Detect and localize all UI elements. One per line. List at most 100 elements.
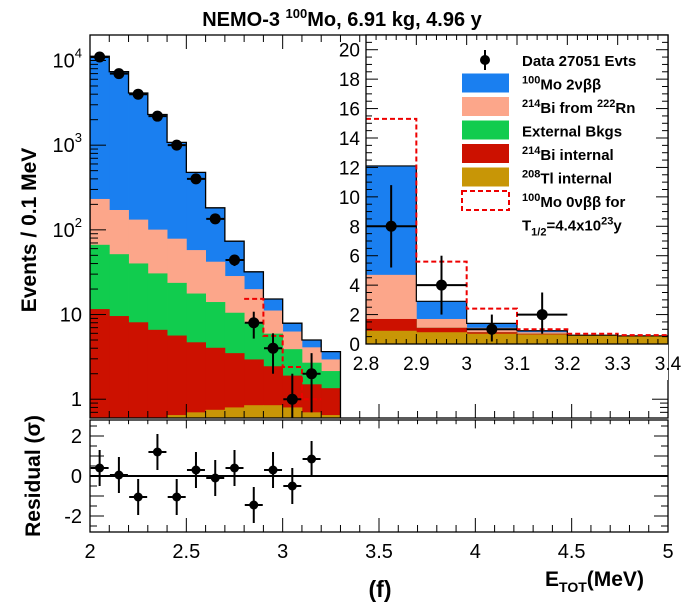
residual-point — [249, 500, 259, 510]
inset-y-tick-label: 14 — [339, 129, 361, 150]
inset-y-tick-label: 6 — [349, 247, 360, 268]
bar-tl208_int — [224, 407, 245, 418]
legend-swatch-bi214_rn — [462, 97, 509, 116]
inset-data-point — [486, 323, 498, 335]
data-point — [151, 110, 163, 122]
legend: Data 27051 Evts 100Mo 2νββ 214Bi from 222R… — [461, 50, 636, 239]
x-tick-label: 2 — [84, 541, 95, 563]
inset-x-tick-label: 3.2 — [554, 354, 580, 375]
legend-label-mo2nu: 100Mo 2νββ — [522, 75, 601, 94]
bar-bi214_int — [205, 347, 226, 418]
x-tick-label: 3.5 — [365, 541, 393, 563]
bar-bi214_int — [147, 329, 168, 418]
mo0nu-step — [244, 297, 322, 401]
legend-label-bi214_rn: 214Bi from 222Rn — [522, 98, 635, 117]
data-point — [286, 393, 298, 405]
bar-bi214_int — [263, 366, 284, 418]
residual-y-axis-label: Residual (σ) — [22, 415, 45, 537]
inset-y-tick-label: 18 — [339, 70, 360, 91]
legend-swatch-mo2nu — [462, 73, 509, 93]
inset-bar-tl208_int — [416, 332, 468, 344]
data-point — [171, 139, 183, 151]
total-outline — [90, 55, 342, 418]
inset-data-point — [385, 220, 397, 232]
bar-bi214_int — [167, 335, 187, 418]
residual-point — [191, 465, 201, 475]
inset-mo0nu-step — [366, 117, 668, 337]
data-point — [94, 51, 106, 63]
bar-bi214_int — [186, 342, 206, 418]
x-tick-label: 2.5 — [172, 541, 200, 563]
legend-label-mo0nu: 100Mo 0νββ for — [522, 192, 626, 211]
residual-y-tick-label: 2 — [71, 426, 82, 448]
inset-bar-tl208_int — [517, 334, 568, 344]
x-tick-label: 4.5 — [558, 541, 586, 563]
x-tick-label: 3 — [277, 541, 288, 563]
inset-data-point — [436, 279, 447, 291]
residual-point — [210, 473, 220, 483]
y-axis-label: Events / 0.1 MeV — [18, 148, 41, 313]
residual-point — [230, 463, 239, 473]
residual-point — [152, 447, 162, 457]
figure-title: NEMO-3 100Mo, 6.91 kg, 4.96 y — [202, 6, 482, 31]
inset-y-tick-label: 0 — [349, 335, 360, 356]
legend-swatch-tl208_int — [462, 167, 509, 187]
inset-data-point — [536, 309, 548, 321]
inset-x-tick-label: 3.1 — [504, 354, 530, 375]
bar-bi214_int — [128, 322, 149, 418]
inset-y-tick-label: 8 — [349, 217, 360, 238]
legend-label-tl208_int: 208Tl internal — [522, 169, 612, 188]
legend-swatch-ext_bkg — [462, 120, 509, 140]
legend-label-data: Data 27051 Evts — [522, 53, 636, 70]
residual-point — [95, 463, 105, 473]
x-tick-label: 4 — [470, 541, 481, 563]
y-tick-label: 104 — [53, 45, 82, 72]
residual-y-tick-label: -2 — [64, 506, 82, 528]
data-point — [267, 342, 279, 354]
x-tick-label: 5 — [662, 541, 673, 563]
inset-y-tick-label: 4 — [349, 276, 360, 297]
bar-tl208_int — [205, 409, 226, 418]
data-point — [248, 317, 260, 329]
y-tick-label: 102 — [53, 215, 82, 242]
inset-plot: 0 2 4 6 8 10 12 14 16 18 20 2.8 2.9 3 3.1 3.2 3.3 3.4 — [339, 34, 682, 380]
data-point — [113, 68, 125, 80]
data-point — [132, 88, 144, 100]
bar-bi214_int — [109, 316, 129, 418]
residual-point — [114, 470, 124, 480]
bar-bi214_int — [244, 359, 264, 418]
data-point — [209, 213, 221, 225]
inset-x-tick-label: 3.3 — [604, 354, 630, 375]
data-point — [229, 254, 240, 266]
inset-bar-tl208_int — [366, 330, 417, 344]
inset-y-tick-label: 12 — [339, 158, 360, 179]
residual-point — [287, 481, 297, 491]
inset-y-tick-label: 2 — [349, 306, 360, 327]
inset-x-tick-label: 3.4 — [655, 354, 682, 375]
legend-swatch-bi214_int — [462, 144, 509, 163]
inset-bar-tl208_int — [617, 335, 668, 344]
residual-point — [172, 492, 182, 502]
residual-point — [268, 465, 278, 475]
inset-x-tick-label: 3 — [461, 354, 472, 375]
inset-y-tick-label: 16 — [339, 100, 360, 121]
legend-label-bi214_int: 214Bi internal — [522, 145, 614, 164]
x-axis-label: ETOT(MeV) — [545, 568, 644, 595]
inset-x-tick-label: 2.9 — [403, 354, 429, 375]
data-point — [190, 173, 202, 185]
data-point — [306, 368, 318, 380]
bar-tl208_int — [186, 412, 206, 418]
bar-bi214_int — [224, 353, 245, 418]
bar-bi214_int — [321, 388, 341, 418]
inset-x-tick-label: 2.8 — [353, 354, 379, 375]
main-histogram — [90, 51, 342, 418]
residual-point — [307, 454, 317, 464]
y-tick-label: 10 — [60, 305, 82, 327]
panel-label: (f) — [369, 576, 392, 602]
inset-y-tick-label: 10 — [339, 188, 360, 209]
residual-plot: -2 0 2 2 2.5 3 3.5 4 4.5 5 — [64, 419, 674, 563]
bar-tl208_int — [301, 412, 322, 418]
legend-marker — [480, 55, 490, 65]
